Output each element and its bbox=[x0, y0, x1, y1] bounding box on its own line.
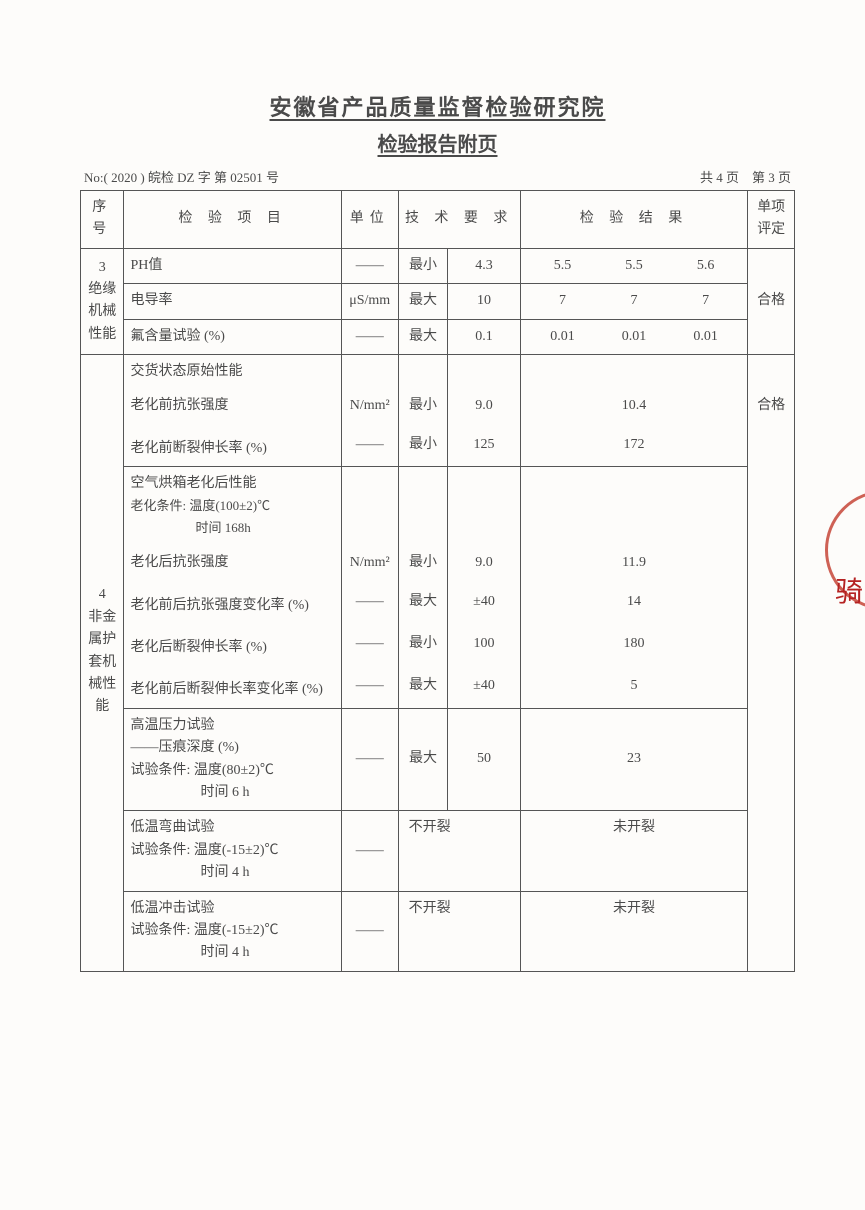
unit: —— bbox=[341, 623, 398, 665]
meta-row: No:( 2020 ) 皖检 DZ 字 第 02501 号 共 4 页 第 3 … bbox=[80, 167, 795, 188]
req-label: 最大 bbox=[398, 319, 448, 354]
item-name: 高温压力试验 ——压痕深度 (%) 试验条件: 温度(80±2)℃ 时间 6 h bbox=[124, 708, 341, 811]
unit: N/mm² bbox=[341, 546, 398, 580]
unit: μS/mm bbox=[341, 284, 398, 319]
result-value: 5 bbox=[520, 665, 748, 708]
req-value: 100 bbox=[448, 623, 520, 665]
header-row: 序号 检 验 项 目 单位 技 术 要 求 检 验 结 果 单项评定 bbox=[81, 191, 795, 249]
result-value: 14 bbox=[520, 581, 748, 623]
req-full: 不开裂 bbox=[398, 811, 520, 891]
item-name: 老化后断裂伸长率 (%) bbox=[124, 623, 341, 665]
req-value: 9.0 bbox=[448, 546, 520, 580]
unit: —— bbox=[341, 665, 398, 708]
item-name: 老化前抗张强度 bbox=[124, 389, 341, 423]
table-row: 空气烘箱老化后性能 老化条件: 温度(100±2)℃ 时间 168h bbox=[81, 467, 795, 547]
result-value: 172 bbox=[520, 424, 748, 467]
table-row: 老化后断裂伸长率 (%) —— 最小 100 180 bbox=[81, 623, 795, 665]
req-label: 最大 bbox=[398, 581, 448, 623]
table-row: 老化后抗张强度 N/mm² 最小 9.0 11.9 bbox=[81, 546, 795, 580]
unit: —— bbox=[341, 708, 398, 811]
col-unit: 单位 bbox=[341, 191, 398, 249]
unit: —— bbox=[341, 891, 398, 971]
req-value: ±40 bbox=[448, 665, 520, 708]
table-row: 3 绝缘 机械 性能 PH值 —— 最小 4.3 5.5 5.5 5.6 合格 bbox=[81, 248, 795, 283]
req-label: 最大 bbox=[398, 708, 448, 811]
req-label: 最小 bbox=[398, 623, 448, 665]
item-name: 电导率 bbox=[124, 284, 341, 319]
result-value: 11.9 bbox=[520, 546, 748, 580]
table-row: 4 非金 属护 套机 械性 能 交货状态原始性能 合格 bbox=[81, 354, 795, 389]
doc-title: 检验报告附页 bbox=[80, 128, 795, 157]
result-value: 23 bbox=[520, 708, 748, 811]
result-value: 180 bbox=[520, 623, 748, 665]
result-values: 0.01 0.01 0.01 bbox=[520, 319, 748, 354]
table-row: 高温压力试验 ——压痕深度 (%) 试验条件: 温度(80±2)℃ 时间 6 h… bbox=[81, 708, 795, 811]
table-row: 氟含量试验 (%) —— 最大 0.1 0.01 0.01 0.01 bbox=[81, 319, 795, 354]
report-page: 安徽省产品质量监督检验研究院 检验报告附页 No:( 2020 ) 皖检 DZ … bbox=[0, 0, 865, 1012]
req-value: 9.0 bbox=[448, 389, 520, 423]
req-value: 4.3 bbox=[448, 248, 520, 283]
unit: N/mm² bbox=[341, 389, 398, 423]
section3-label: 3 绝缘 机械 性能 bbox=[81, 248, 124, 354]
req-label: 最大 bbox=[398, 284, 448, 319]
item-name: 老化前后断裂伸长率变化率 (%) bbox=[124, 665, 341, 708]
col-eval: 单项评定 bbox=[748, 191, 795, 249]
table-row: 老化前断裂伸长率 (%) —— 最小 125 172 bbox=[81, 424, 795, 467]
eval-cell: 合格 bbox=[748, 354, 795, 971]
page-info: 共 4 页 第 3 页 bbox=[700, 167, 791, 186]
seal-stamp-icon: 骑 bbox=[825, 490, 865, 620]
group-heading: 空气烘箱老化后性能 老化条件: 温度(100±2)℃ 时间 168h bbox=[124, 467, 341, 547]
req-label: 最小 bbox=[398, 389, 448, 423]
unit: —— bbox=[341, 319, 398, 354]
item-name: 低温冲击试验 试验条件: 温度(-15±2)℃ 时间 4 h bbox=[124, 891, 341, 971]
table-row: 电导率 μS/mm 最大 10 7 7 7 bbox=[81, 284, 795, 319]
title-area: 安徽省产品质量监督检验研究院 检验报告附页 bbox=[80, 90, 795, 157]
req-value: 50 bbox=[448, 708, 520, 811]
req-full: 不开裂 bbox=[398, 891, 520, 971]
req-label: 最大 bbox=[398, 665, 448, 708]
col-requirement: 技 术 要 求 bbox=[398, 191, 520, 249]
result-value: 未开裂 bbox=[520, 811, 748, 891]
table-row: 低温弯曲试验 试验条件: 温度(-15±2)℃ 时间 4 h —— 不开裂 未开… bbox=[81, 811, 795, 891]
req-label: 最小 bbox=[398, 424, 448, 467]
result-values: 5.5 5.5 5.6 bbox=[520, 248, 748, 283]
unit: —— bbox=[341, 424, 398, 467]
table-row: 低温冲击试验 试验条件: 温度(-15±2)℃ 时间 4 h —— 不开裂 未开… bbox=[81, 891, 795, 971]
eval-cell: 合格 bbox=[748, 248, 795, 354]
unit: —— bbox=[341, 581, 398, 623]
col-seq: 序号 bbox=[81, 191, 124, 249]
item-name: 老化前后抗张强度变化率 (%) bbox=[124, 581, 341, 623]
col-result: 检 验 结 果 bbox=[520, 191, 748, 249]
item-name: 老化后抗张强度 bbox=[124, 546, 341, 580]
col-item: 检 验 项 目 bbox=[124, 191, 341, 249]
group-subhead: 老化条件: 温度(100±2)℃ 时间 168h bbox=[130, 498, 270, 535]
table-row: 老化前抗张强度 N/mm² 最小 9.0 10.4 bbox=[81, 389, 795, 423]
req-value: 0.1 bbox=[448, 319, 520, 354]
unit: —— bbox=[341, 811, 398, 891]
result-values: 7 7 7 bbox=[520, 284, 748, 319]
report-table: 序号 检 验 项 目 单位 技 术 要 求 检 验 结 果 单项评定 3 绝缘 … bbox=[80, 190, 795, 972]
result-value: 10.4 bbox=[520, 389, 748, 423]
table-row: 老化前后断裂伸长率变化率 (%) —— 最大 ±40 5 bbox=[81, 665, 795, 708]
req-value: ±40 bbox=[448, 581, 520, 623]
item-name: 低温弯曲试验 试验条件: 温度(-15±2)℃ 时间 4 h bbox=[124, 811, 341, 891]
item-name: PH值 bbox=[124, 248, 341, 283]
req-label: 最小 bbox=[398, 248, 448, 283]
doc-number: No:( 2020 ) 皖检 DZ 字 第 02501 号 bbox=[84, 167, 279, 186]
table-row: 老化前后抗张强度变化率 (%) —— 最大 ±40 14 bbox=[81, 581, 795, 623]
unit: —— bbox=[341, 248, 398, 283]
section4-label: 4 非金 属护 套机 械性 能 bbox=[81, 354, 124, 971]
item-name: 氟含量试验 (%) bbox=[124, 319, 341, 354]
item-name: 老化前断裂伸长率 (%) bbox=[124, 424, 341, 467]
result-value: 未开裂 bbox=[520, 891, 748, 971]
req-label: 最小 bbox=[398, 546, 448, 580]
req-value: 125 bbox=[448, 424, 520, 467]
req-value: 10 bbox=[448, 284, 520, 319]
group-heading: 交货状态原始性能 bbox=[124, 354, 341, 389]
org-title: 安徽省产品质量监督检验研究院 bbox=[80, 90, 795, 122]
